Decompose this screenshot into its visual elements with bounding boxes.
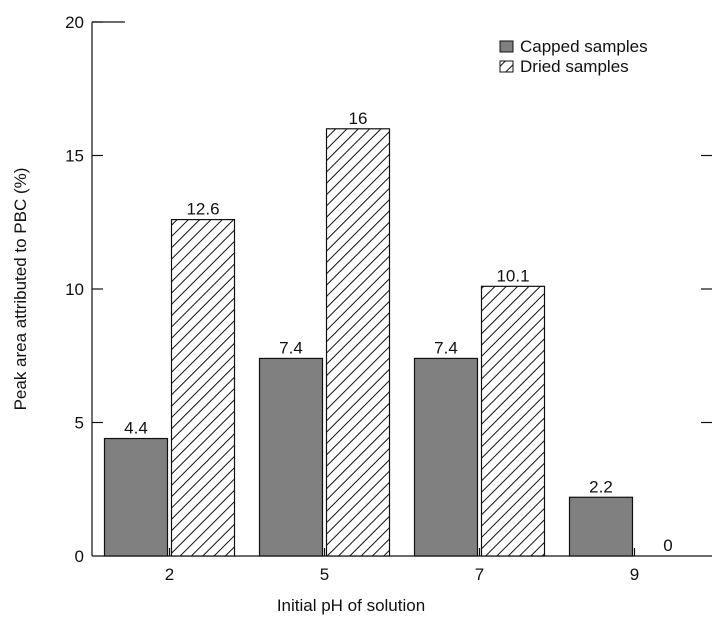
data-label: 16 — [349, 109, 368, 128]
bar-capped-ph5 — [258, 357, 324, 557]
data-label: 2.2 — [589, 477, 613, 496]
bar-dried-ph2 — [170, 218, 236, 557]
bar-capped-ph7 — [413, 357, 479, 557]
x-tick-label: 7 — [475, 565, 484, 584]
legend: Capped samples Dried samples — [499, 37, 648, 76]
y-tick-label: 15 — [65, 147, 84, 166]
data-labels: 4.4 12.6 7.4 16 7.4 10.1 2.2 0 — [124, 109, 673, 555]
x-ticks: 2 5 7 9 — [165, 548, 639, 584]
x-tick-label: 2 — [165, 565, 174, 584]
data-label: 7.4 — [434, 338, 458, 357]
x-tick-label: 5 — [320, 565, 329, 584]
data-label: 4.4 — [124, 419, 148, 438]
y-tick-label: 5 — [75, 414, 84, 433]
bar-capped-ph9 — [568, 496, 634, 557]
bar-dried-ph7 — [480, 285, 546, 557]
bar-dried-ph5 — [325, 128, 391, 557]
data-label: 12.6 — [186, 200, 219, 219]
x-tick-label: 9 — [630, 565, 639, 584]
legend-label-capped: Capped samples — [520, 37, 648, 56]
data-label: 0 — [663, 536, 672, 555]
bar-capped-ph2 — [103, 437, 169, 557]
y-ticks: 0 5 10 15 20 — [65, 13, 712, 566]
y-tick-label: 10 — [65, 280, 84, 299]
bars — [103, 128, 634, 557]
legend-swatch-capped — [499, 40, 514, 53]
y-tick-label: 0 — [75, 547, 84, 566]
legend-label-dried: Dried samples — [520, 57, 629, 76]
x-axis-label: Initial pH of solution — [277, 596, 425, 615]
data-label: 7.4 — [279, 338, 303, 357]
y-axis-label: Peak area attributed to PBC (%) — [11, 168, 30, 411]
data-label: 10.1 — [496, 266, 529, 285]
y-tick-label: 20 — [65, 13, 84, 32]
legend-swatch-dried — [499, 60, 514, 73]
